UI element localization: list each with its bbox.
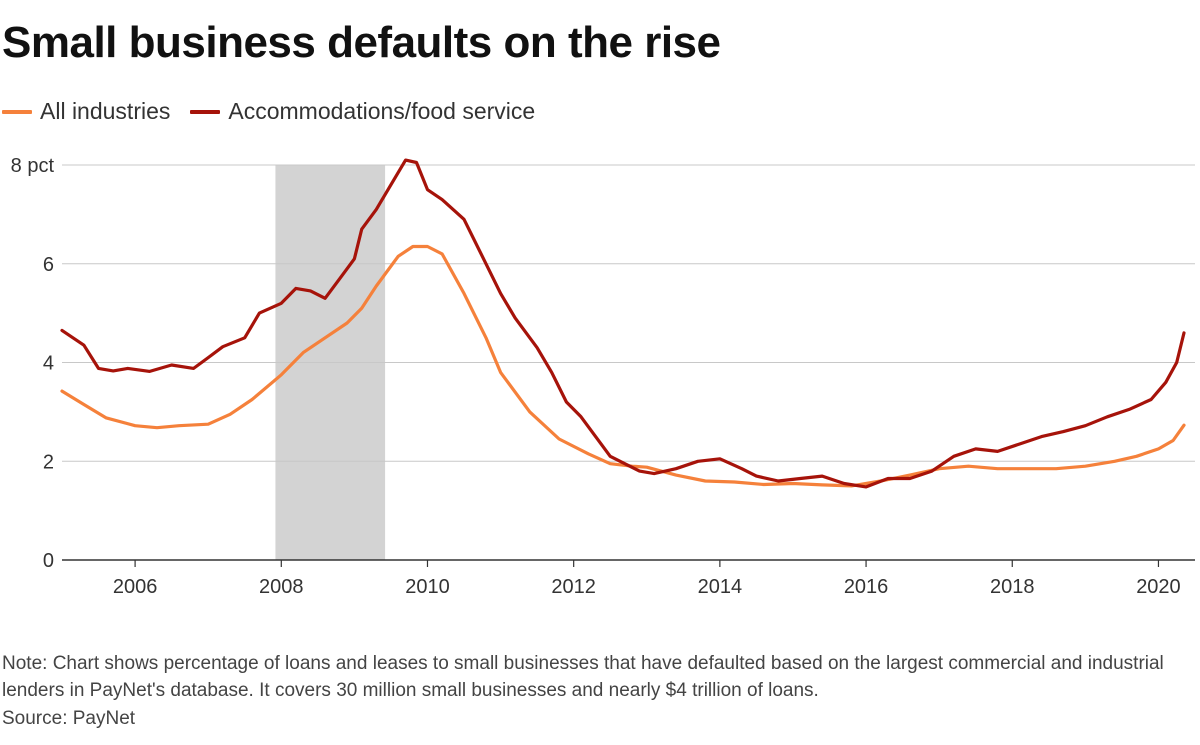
- y-tick-label: 8 pct: [11, 155, 55, 177]
- legend-label-all-industries: All industries: [40, 98, 171, 124]
- legend-swatch-accommodations: [190, 109, 221, 114]
- series-line-all-industries: [60, 244, 1186, 488]
- x-tick-label: 2018: [990, 576, 1035, 598]
- y-tick-label: 2: [43, 451, 54, 473]
- x-tick-label: 2014: [698, 576, 743, 598]
- x-tick-label: 2012: [551, 576, 596, 598]
- y-tick-label: 4: [43, 353, 54, 375]
- y-tick-label: 0: [43, 550, 54, 572]
- chart-title: Small business defaults on the rise: [2, 18, 721, 67]
- legend-swatch-all-industries: [2, 109, 32, 114]
- chart-source: Source: PayNet: [2, 708, 136, 729]
- x-tick-label: 2020: [1136, 576, 1181, 598]
- legend-item-accommodations: Accommodations/food service: [190, 98, 535, 125]
- x-tick-label: 2010: [405, 576, 450, 598]
- line-chart: 0 2 4 6 8 pct 2006 2008 2010 2012 2014 2016 2018 202…: [11, 155, 1195, 598]
- series-line-accommodations: [60, 158, 1186, 489]
- x-tick-label: 2008: [259, 576, 304, 598]
- chart-note: Note: Chart shows percentage of loans an…: [2, 653, 1164, 701]
- chart-legend: All industries Accommodations/food servi…: [2, 98, 555, 125]
- y-tick-label: 6: [43, 254, 54, 276]
- x-tick-label: 2006: [113, 576, 158, 598]
- legend-item-all-industries: All industries: [2, 98, 170, 125]
- x-tick-label: 2016: [844, 576, 889, 598]
- legend-label-accommodations: Accommodations/food service: [228, 98, 536, 124]
